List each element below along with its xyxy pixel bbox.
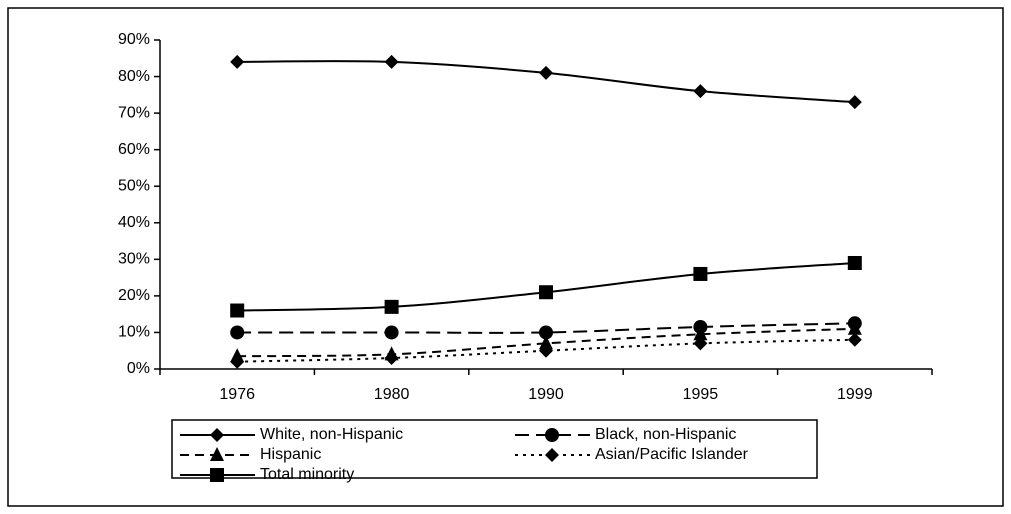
data-point <box>693 266 708 281</box>
legend-label: Asian/Pacific Islander <box>595 446 749 463</box>
data-point <box>693 84 708 99</box>
y-tick-label: 70% <box>118 104 150 121</box>
data-point <box>539 335 553 350</box>
series-line <box>237 322 855 334</box>
x-tick-label: 1999 <box>837 386 873 403</box>
y-tick-label: 60% <box>118 141 150 158</box>
legend-marker <box>545 428 559 442</box>
data-point <box>230 325 245 340</box>
data-point <box>847 320 862 335</box>
data-point <box>847 332 862 347</box>
legend-marker <box>210 428 224 442</box>
x-tick-label: 1980 <box>374 386 410 403</box>
data-point <box>539 325 553 340</box>
x-tick-label: 1976 <box>219 386 255 403</box>
data-point <box>693 326 708 341</box>
legend-marker <box>210 468 224 482</box>
data-point <box>847 255 862 270</box>
y-tick-label: 20% <box>118 287 150 304</box>
data-point <box>384 325 399 340</box>
legend-marker <box>210 447 224 461</box>
y-tick-label: 30% <box>118 251 150 268</box>
data-point <box>230 54 245 69</box>
legend-label: Hispanic <box>260 446 321 463</box>
data-point <box>230 354 245 369</box>
x-tick-label: 1995 <box>683 386 719 403</box>
legend-box <box>171 419 818 479</box>
data-point <box>384 351 399 366</box>
data-point <box>539 65 553 80</box>
data-point <box>539 285 553 300</box>
data-point <box>384 299 399 314</box>
y-tick-label: 0% <box>127 360 150 377</box>
y-tick-label: 90% <box>118 31 150 48</box>
series-line <box>237 327 855 358</box>
y-tick-label: 10% <box>118 324 150 341</box>
legend-label: Total minority <box>260 466 354 483</box>
data-point <box>539 343 553 358</box>
x-tick-label: 1990 <box>528 386 564 403</box>
data-point <box>693 336 708 351</box>
y-tick-label: 80% <box>118 68 150 85</box>
legend-label: White, non-Hispanic <box>260 426 403 443</box>
legend-label: Black, non-Hispanic <box>595 426 736 443</box>
y-tick-label: 40% <box>118 214 150 231</box>
data-point <box>384 54 399 69</box>
y-tick-label: 50% <box>118 177 150 194</box>
legend-marker <box>545 448 559 462</box>
data-point <box>847 95 862 110</box>
data-point <box>230 303 245 318</box>
